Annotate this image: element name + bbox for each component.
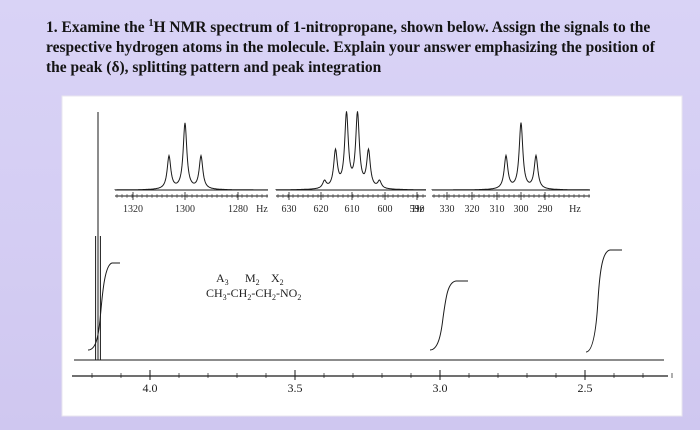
delta-symbol: δ — [111, 59, 120, 76]
inset-tick-label: 310 — [490, 204, 505, 215]
ppm-tick-label: 4.0 — [143, 381, 158, 395]
inset-multiplet-trace — [114, 122, 268, 191]
molecular-formula: CH3-CH2-CH2-NO2 — [206, 286, 301, 302]
inset-unit-label: Hz — [412, 204, 424, 215]
main-spectrum — [74, 112, 664, 361]
inset-unit-label: Hz — [256, 204, 268, 215]
inset-tick-label: 330 — [440, 204, 455, 215]
integral-curve-3 — [585, 249, 622, 353]
inset-tick-label: 590 — [410, 204, 425, 215]
spin-system-label: X2 — [271, 271, 284, 287]
inset-tick-label: 320 — [465, 204, 480, 215]
question-text-body: H NMR spectrum of 1-nitropropane, shown … — [46, 19, 655, 76]
integral-curve-2 — [429, 280, 468, 351]
ppm-tick-label: 2.5 — [578, 381, 593, 395]
inset-tick-label: 610 — [345, 204, 360, 215]
integral-curve-1 — [87, 262, 120, 351]
question-text: 1. Examine the 1H NMR spectrum of 1-nitr… — [46, 18, 666, 78]
inset-multiplet-trace — [431, 122, 590, 191]
ppm-axis: 4.03.53.02.52.01.51.0ppm — [72, 370, 673, 395]
spectrum-paper — [61, 95, 683, 417]
inset-tick-label: 1280 — [228, 204, 248, 215]
inset-tick-label: 1320 — [123, 204, 143, 215]
question-number: 1. — [46, 19, 58, 36]
inset-tick-label: 300 — [514, 204, 529, 215]
ppm-tick-label: 3.0 — [433, 381, 448, 395]
inset-tick-label: 600 — [378, 204, 393, 215]
superscript-one: 1 — [148, 17, 154, 29]
question-text-end: ), splitting pattern and peak integratio… — [119, 59, 382, 76]
inset-tick-label: 1300 — [175, 204, 195, 215]
inset-tick-label: 620 — [314, 204, 329, 215]
spin-system-label: M2 — [245, 271, 260, 287]
inset-multiplet-trace — [275, 111, 426, 191]
spin-system-label: A3 — [216, 271, 229, 287]
ppm-tick-label: 3.5 — [288, 381, 303, 395]
question-text-start: Examine the — [61, 19, 149, 36]
inset-tick-label: 630 — [282, 204, 297, 215]
inset-tick-label: 290 — [538, 204, 553, 215]
inset-unit-label: Hz — [569, 204, 581, 215]
